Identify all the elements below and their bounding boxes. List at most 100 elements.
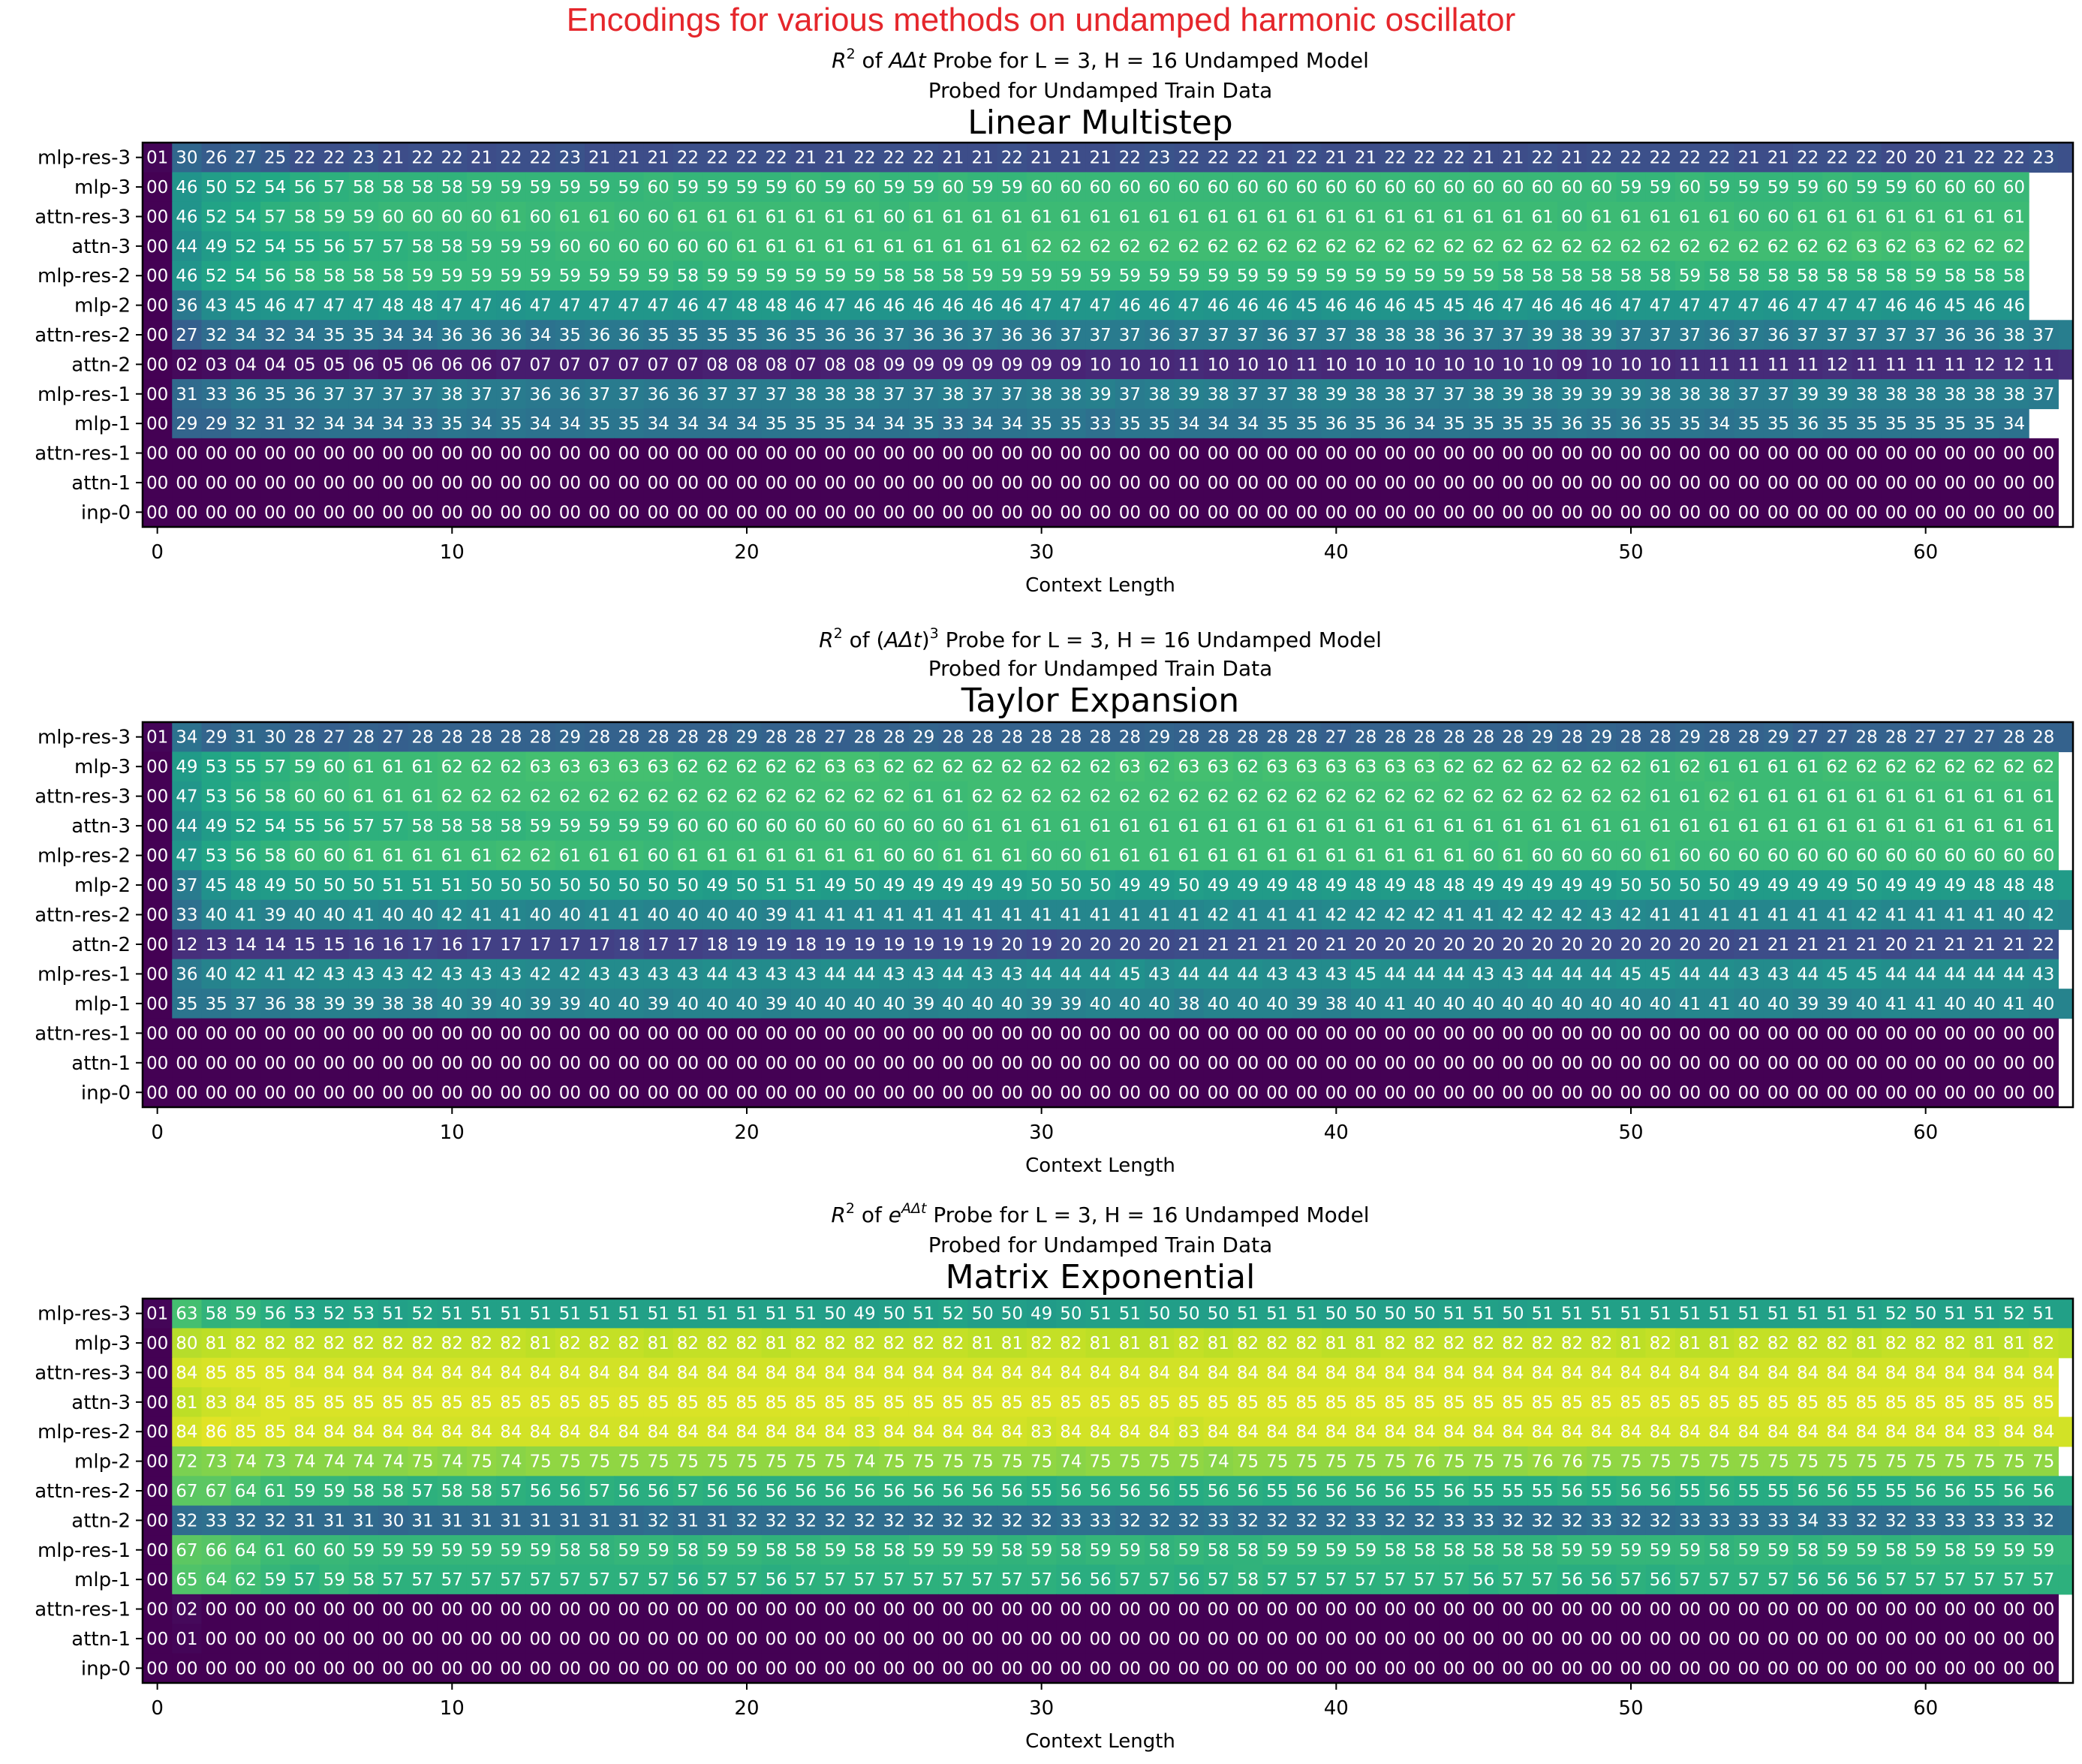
cell-label: 00 xyxy=(529,503,551,522)
cell-label: 00 xyxy=(1178,1024,1199,1043)
cell-label: 00 xyxy=(235,474,257,493)
cell-label: 62 xyxy=(1502,787,1524,807)
cell-label: 00 xyxy=(1001,1600,1023,1620)
cell-label: 40 xyxy=(1502,995,1524,1014)
cell-label: 38 xyxy=(1915,385,1936,405)
cell-label: 45 xyxy=(1119,965,1141,984)
cell-label: 50 xyxy=(353,876,375,896)
cell-label: 85 xyxy=(206,1363,227,1383)
cell-label: 00 xyxy=(1590,1024,1612,1043)
cell-label: 51 xyxy=(736,1305,757,1324)
cell-label: 28 xyxy=(471,728,492,748)
cell-label: 57 xyxy=(736,1570,757,1590)
cell-label: 00 xyxy=(1295,1600,1317,1620)
cell-label: 10 xyxy=(1384,355,1406,375)
cell-label: 61 xyxy=(1944,817,1966,836)
cell-label: 61 xyxy=(1178,817,1199,836)
cell-label: 50 xyxy=(853,876,875,896)
cell-label: 36 xyxy=(588,326,610,345)
cell-label: 28 xyxy=(1855,728,1877,748)
cell-label: 58 xyxy=(206,1305,227,1324)
cell-label: 85 xyxy=(264,1393,286,1413)
cell-label: 00 xyxy=(1473,1083,1494,1103)
cell-label: 19 xyxy=(913,935,934,955)
cell-label: 00 xyxy=(146,1024,168,1043)
cell-label: 57 xyxy=(382,817,404,836)
cell-label: 84 xyxy=(1855,1363,1877,1383)
cell-label: 43 xyxy=(500,965,522,984)
cell-label: 00 xyxy=(471,1054,492,1073)
cell-label: 61 xyxy=(1915,207,1936,227)
heatmap-cell xyxy=(319,172,350,203)
cell-label: 30 xyxy=(264,728,286,748)
cell-label: 00 xyxy=(206,503,227,522)
cell-label: 85 xyxy=(471,1393,492,1413)
cell-label: 51 xyxy=(411,876,433,896)
cell-label: 75 xyxy=(1679,1452,1701,1472)
cell-label: 00 xyxy=(353,1600,375,1620)
cell-label: 60 xyxy=(1208,178,1229,197)
cell-label: 61 xyxy=(1001,207,1023,227)
cell-label: 62 xyxy=(883,787,905,807)
cell-label: 10 xyxy=(1413,355,1435,375)
cell-label: 32 xyxy=(883,1511,905,1531)
cell-label: 00 xyxy=(293,1600,315,1620)
cell-label: 61 xyxy=(1295,817,1317,836)
cell-label: 56 xyxy=(618,1482,639,1501)
cell-label: 40 xyxy=(706,995,728,1014)
cell-label: 61 xyxy=(441,847,463,866)
cell-label: 60 xyxy=(323,847,345,866)
cell-label: 47 xyxy=(293,297,315,316)
cell-label: 00 xyxy=(1708,1024,1730,1043)
cell-label: 60 xyxy=(1532,178,1554,197)
cell-label: 59 xyxy=(1355,1541,1376,1561)
cell-label: 49 xyxy=(913,876,934,896)
cell-label: 62 xyxy=(942,757,964,777)
cell-label: 61 xyxy=(971,817,993,836)
x-tick-label: 40 xyxy=(1324,541,1349,564)
cell-label: 49 xyxy=(1502,876,1524,896)
cell-label: 85 xyxy=(353,1393,375,1413)
cell-label: 22 xyxy=(2003,149,2025,168)
cell-label: 40 xyxy=(1148,995,1170,1014)
cell-label: 57 xyxy=(588,1570,610,1590)
cell-label: 84 xyxy=(1473,1363,1494,1383)
cell-label: 62 xyxy=(1413,237,1435,257)
cell-label: 56 xyxy=(706,1482,728,1501)
cell-label: 43 xyxy=(1148,965,1170,984)
cell-label: 00 xyxy=(382,1630,404,1649)
heatmap-cell xyxy=(1232,143,1263,173)
cell-label: 00 xyxy=(971,1083,993,1103)
cell-label: 50 xyxy=(1679,876,1701,896)
cell-label: 84 xyxy=(1325,1422,1347,1442)
cell-label: 00 xyxy=(618,1024,639,1043)
cell-label: 60 xyxy=(853,178,875,197)
cell-label: 50 xyxy=(206,178,227,197)
cell-label: 37 xyxy=(1650,326,1671,345)
cell-label: 41 xyxy=(2003,995,2025,1014)
cell-label: 39 xyxy=(1797,385,1819,405)
cell-label: 60 xyxy=(1679,178,1701,197)
cell-label: 62 xyxy=(1885,237,1907,257)
cell-label: 49 xyxy=(1001,876,1023,896)
cell-label: 51 xyxy=(1590,1305,1612,1324)
cell-label: 51 xyxy=(677,1305,699,1324)
cell-label: 62 xyxy=(1620,757,1641,777)
cell-label: 85 xyxy=(706,1393,728,1413)
cell-label: 38 xyxy=(1473,385,1494,405)
cell-label: 57 xyxy=(264,757,286,777)
cell-label: 35 xyxy=(176,995,197,1014)
cell-label: 57 xyxy=(1266,1570,1288,1590)
cell-label: 57 xyxy=(529,1570,551,1590)
cell-label: 43 xyxy=(471,965,492,984)
cell-label: 75 xyxy=(1502,1452,1524,1472)
cell-label: 62 xyxy=(1030,757,1052,777)
cell-label: 62 xyxy=(1473,237,1494,257)
cell-label: 62 xyxy=(1590,787,1612,807)
cell-label: 22 xyxy=(913,149,934,168)
cell-label: 75 xyxy=(2003,1452,2025,1472)
cell-label: 61 xyxy=(1178,847,1199,866)
cell-label: 61 xyxy=(706,847,728,866)
cell-label: 00 xyxy=(2032,1054,2054,1073)
cell-label: 44 xyxy=(1797,965,1819,984)
